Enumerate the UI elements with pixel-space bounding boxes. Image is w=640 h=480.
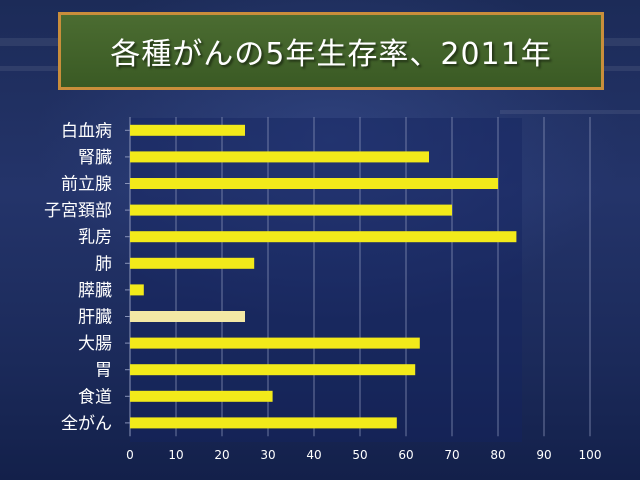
- category-label: 膵臓: [78, 281, 112, 301]
- bar: [130, 204, 452, 216]
- bar: [130, 390, 273, 402]
- bar: [130, 364, 416, 376]
- bar: [130, 257, 255, 269]
- category-label: 腎臓: [78, 148, 112, 168]
- category-label: 肝臓: [78, 308, 112, 328]
- x-tick-label: 30: [260, 448, 275, 462]
- x-tick-label: 90: [536, 448, 551, 462]
- bar: [130, 417, 397, 429]
- bar: [130, 284, 144, 296]
- category-label: 胃: [95, 361, 112, 381]
- x-tick-label: 10: [168, 448, 183, 462]
- bar: [130, 311, 245, 322]
- category-label: 食道: [78, 387, 112, 407]
- category-label: 前立腺: [61, 175, 112, 195]
- bar: [130, 124, 245, 136]
- bar: [130, 231, 517, 243]
- background-stripe: [500, 110, 640, 114]
- x-tick-label: 60: [398, 448, 413, 462]
- category-label: 乳房: [78, 228, 112, 248]
- x-tick-label: 50: [352, 448, 367, 462]
- chart-title: 各種がんの5年生存率、2011年: [110, 37, 552, 72]
- x-tick-label: 80: [490, 448, 505, 462]
- x-tick-label: 0: [126, 448, 134, 462]
- title-box: 各種がんの5年生存率、2011年: [58, 12, 604, 90]
- x-tick-label: 40: [306, 448, 321, 462]
- category-label: 子宮頚部: [44, 201, 112, 221]
- bar: [130, 178, 498, 189]
- x-tick-label: 70: [444, 448, 459, 462]
- category-label: 全がん: [61, 414, 112, 434]
- x-tick-label: 20: [214, 448, 229, 462]
- bar: [130, 337, 420, 349]
- category-label: 大腸: [78, 334, 112, 354]
- bar: [130, 151, 429, 163]
- x-tick-label: 100: [579, 448, 602, 462]
- category-label: 白血病: [61, 121, 112, 141]
- plot-area-background: [130, 118, 522, 442]
- category-label: 肺: [95, 254, 112, 274]
